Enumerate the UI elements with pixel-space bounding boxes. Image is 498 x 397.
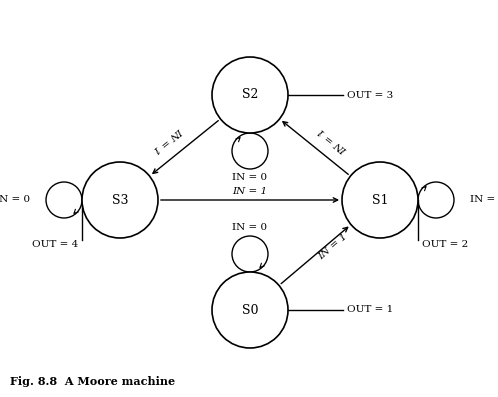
Text: IN = 1: IN = 1 [317,232,349,262]
Circle shape [212,272,288,348]
Text: IN = 1: IN = 1 [317,125,350,154]
Text: IN = 1: IN = 1 [150,125,183,154]
Text: IN = 0: IN = 0 [233,223,267,232]
Text: IN = 0: IN = 0 [233,173,267,182]
Text: S2: S2 [242,89,258,102]
Text: IN = 0: IN = 0 [0,195,30,204]
Text: OUT = 3: OUT = 3 [347,91,393,100]
Text: Fig. 8.8  A Moore machine: Fig. 8.8 A Moore machine [10,376,175,387]
Text: OUT = 4: OUT = 4 [32,240,78,249]
Text: OUT = 2: OUT = 2 [422,240,468,249]
Text: IN = 1: IN = 1 [233,187,267,197]
Circle shape [212,57,288,133]
Circle shape [342,162,418,238]
Text: OUT = 1: OUT = 1 [347,306,393,314]
Text: S1: S1 [372,193,388,206]
Text: S0: S0 [242,303,258,316]
Circle shape [82,162,158,238]
Text: S3: S3 [112,193,128,206]
Text: IN = 0: IN = 0 [470,195,498,204]
